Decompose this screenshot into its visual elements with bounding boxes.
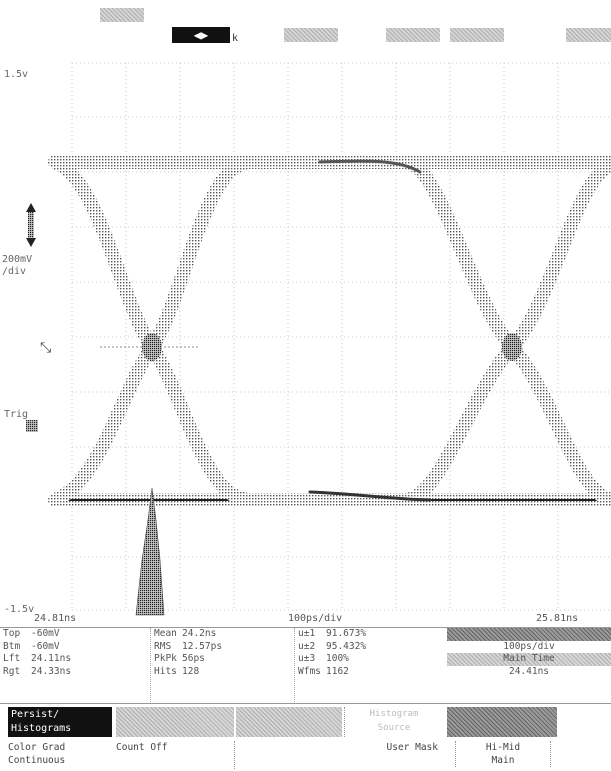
measure-row: Mean 24.2ns [154,628,217,639]
measure-column-sigma: u±1 91.673% u±2 95.432% u±3 100% Wfms 1162 [294,628,445,704]
measure-row: Btm -60mV [3,640,60,652]
eye-traces [48,155,611,507]
scale-center: 100ps/div [288,613,343,624]
scale-left: 24.81ns [34,613,77,624]
jitter-histogram [135,487,165,616]
histogram-source-button[interactable]: Histogram Source [344,707,443,737]
user-mask-button[interactable]: User Mask [386,742,438,753]
left-axis-markers: ⤡ [26,203,51,432]
hi-mid-button[interactable]: Hi-Mid Main [455,741,551,767]
measure-row: RMS 12.57ps [154,640,223,652]
color-grade-label: Color Grad [8,742,66,753]
channel-indicator-3[interactable] [450,28,504,42]
timebase-scale: 100ps/div [503,640,555,652]
measure-row: Top -60mV [3,628,60,639]
softkey-menu: Persist/ Histograms Histogram Source Col… [0,703,611,771]
ghost-label-2: Source [377,723,411,733]
measure-row: u±3 100% [298,653,349,664]
timebase-mode: Main Time [447,653,611,666]
persist-histograms-button[interactable]: Persist/ Histograms [8,707,112,737]
measure-row: Hits 128 [154,665,200,677]
softkey-blank-3[interactable] [447,707,557,737]
main-label: Main [491,755,515,766]
histogram-measurements: Top -60mV Btm -60mV Lft 24.11ns Rgt 24.33ns … [0,627,611,704]
measure-column-stats: Mean 24.2ns RMS 12.57ps PkPk 56ps Hits 128 [150,628,295,704]
time-scale-readout: 24.81ns 100ps/div 25.81ns [0,612,611,628]
channel-indicator-2[interactable] [386,28,440,42]
channel-indicator-4[interactable] [566,28,611,42]
persist-label: Persist/ [11,709,60,720]
arrow-tail-label: k [232,33,239,44]
softkey-blank-1[interactable] [116,707,234,737]
measure-row: Lft 24.11ns [3,653,72,664]
y-axis-top-label: 1.5v [4,69,28,80]
ground-marker-icon: ⤡ [40,340,51,356]
timebase-box: 100ps/div Main Time 24.41ns [447,628,611,704]
measure-row: u±2 95.432% [298,640,367,652]
left-right-arrow-icon: ◀▶ [193,28,209,42]
color-grade-button[interactable]: Color Grad Continuous [8,741,114,769]
hi-mid-label: Hi-Mid [485,742,521,753]
count-off-button[interactable]: Count Off [116,741,235,769]
timebase-header [447,628,611,641]
channel-indicator-1[interactable] [284,28,338,42]
measure-column-limits: Top -60mV Btm -60mV Lft 24.11ns Rgt 24.33ns [0,628,150,704]
status-bar: ◀▶ k [0,0,611,62]
timebase-position: 24.41ns [508,665,550,677]
scale-right: 25.81ns [536,613,579,624]
continuous-label: Continuous [8,755,66,766]
eye-diagram-display[interactable]: ⤡ 1.5v -1.5v 200mV /div Trig [0,0,611,620]
horizontal-position-arrows[interactable]: ◀▶ [172,27,230,43]
y-axis-bottom-label: -1.5v [4,604,34,615]
trigger-label: Trig [4,409,28,420]
volts-per-div-value: 200mV [2,254,32,265]
softkey-blank-2[interactable] [236,707,342,737]
histograms-label: Histograms [11,723,72,734]
measure-row: u±1 91.673% [298,628,367,639]
ghost-label-1: Histogram [369,709,419,719]
measure-row: Wfms 1162 [298,665,349,677]
measure-row: PkPk 56ps [154,653,205,664]
measure-row: Rgt 24.33ns [3,665,72,677]
volts-per-div-unit: /div [2,266,26,277]
run-indicator [100,8,144,22]
